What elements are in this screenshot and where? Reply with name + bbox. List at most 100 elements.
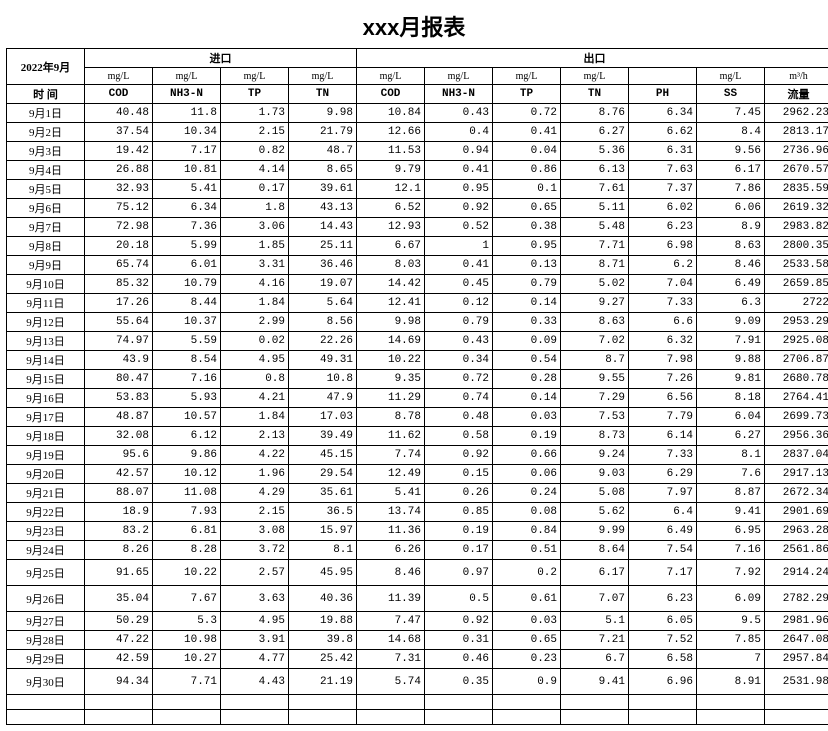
empty-row [7, 710, 828, 725]
value-cell: 2.15 [221, 503, 289, 522]
table-row: 9月25日91.6510.222.5745.958.460.970.26.177… [7, 560, 828, 586]
table-row: 9月10日85.3210.794.1619.0714.420.450.795.0… [7, 275, 828, 294]
unit-cell: mg/L [221, 68, 289, 85]
value-cell: 10.12 [153, 465, 221, 484]
value-cell: 4.95 [221, 612, 289, 631]
date-cell: 9月9日 [7, 256, 85, 275]
empty-cell [7, 695, 85, 710]
value-cell: 7.6 [697, 465, 765, 484]
value-cell: 8.63 [561, 313, 629, 332]
value-cell: 2699.73 [765, 408, 828, 427]
value-cell: 12.1 [357, 180, 425, 199]
value-cell: 6.49 [629, 522, 697, 541]
value-cell: 7.67 [153, 586, 221, 612]
value-cell: 37.54 [85, 123, 153, 142]
value-cell: 48.87 [85, 408, 153, 427]
table-row: 9月5日32.935.410.1739.6112.10.950.17.617.3… [7, 180, 828, 199]
value-cell: 0.82 [221, 142, 289, 161]
empty-cell [289, 710, 357, 725]
value-cell: 39.49 [289, 427, 357, 446]
date-cell: 9月30日 [7, 669, 85, 695]
value-cell: 2.15 [221, 123, 289, 142]
value-cell: 2670.57 [765, 161, 828, 180]
empty-cell [765, 695, 828, 710]
value-cell: 0.15 [425, 465, 493, 484]
value-cell: 8.1 [697, 446, 765, 465]
value-cell: 0.92 [425, 446, 493, 465]
value-cell: 7.61 [561, 180, 629, 199]
value-cell: 6.02 [629, 199, 697, 218]
value-cell: 0.86 [493, 161, 561, 180]
value-cell: 6.17 [697, 161, 765, 180]
value-cell: 6.58 [629, 650, 697, 669]
value-cell: 0.54 [493, 351, 561, 370]
value-cell: 2962.23 [765, 104, 828, 123]
date-cell: 9月18日 [7, 427, 85, 446]
value-cell: 17.03 [289, 408, 357, 427]
table-row: 9月18日32.086.122.1339.4911.620.580.198.73… [7, 427, 828, 446]
report-table: 2022年9月 进口 出口 mg/L mg/L mg/L mg/L mg/L m… [6, 48, 828, 725]
table-row: 9月29日42.5910.274.7725.427.310.460.236.76… [7, 650, 828, 669]
table-row: 9月12日55.6410.372.998.569.980.790.338.636… [7, 313, 828, 332]
empty-cell [425, 710, 493, 725]
value-cell: 4.16 [221, 275, 289, 294]
unit-cell: mg/L [289, 68, 357, 85]
value-cell: 6.01 [153, 256, 221, 275]
value-cell: 5.99 [153, 237, 221, 256]
value-cell: 3.91 [221, 631, 289, 650]
report-title: xxx月报表 [6, 6, 822, 48]
value-cell: 0.5 [425, 586, 493, 612]
empty-cell [561, 710, 629, 725]
value-cell: 91.65 [85, 560, 153, 586]
param-header: TP [493, 85, 561, 104]
value-cell: 0.03 [493, 408, 561, 427]
table-row: 9月8日20.185.991.8525.116.6710.957.716.988… [7, 237, 828, 256]
value-cell: 0.17 [425, 541, 493, 560]
value-cell: 4.22 [221, 446, 289, 465]
value-cell: 88.07 [85, 484, 153, 503]
value-cell: 0.19 [493, 427, 561, 446]
value-cell: 6.67 [357, 237, 425, 256]
value-cell: 5.41 [153, 180, 221, 199]
value-cell: 0.26 [425, 484, 493, 503]
table-row: 9月17日48.8710.571.8417.038.780.480.037.53… [7, 408, 828, 427]
value-cell: 0.65 [493, 631, 561, 650]
param-header: TN [289, 85, 357, 104]
date-cell: 9月28日 [7, 631, 85, 650]
value-cell: 5.62 [561, 503, 629, 522]
value-cell: 8.44 [153, 294, 221, 313]
date-cell: 9月6日 [7, 199, 85, 218]
value-cell: 7.45 [697, 104, 765, 123]
value-cell: 6.06 [697, 199, 765, 218]
value-cell: 8.65 [289, 161, 357, 180]
value-cell: 5.08 [561, 484, 629, 503]
date-cell: 9月23日 [7, 522, 85, 541]
table-row: 9月27日50.295.34.9519.887.470.920.035.16.0… [7, 612, 828, 631]
value-cell: 1 [425, 237, 493, 256]
empty-cell [357, 710, 425, 725]
value-cell: 2647.08 [765, 631, 828, 650]
value-cell: 0.8 [221, 370, 289, 389]
value-cell: 0.84 [493, 522, 561, 541]
value-cell: 8.9 [697, 218, 765, 237]
value-cell: 7.37 [629, 180, 697, 199]
value-cell: 39.61 [289, 180, 357, 199]
value-cell: 8.46 [697, 256, 765, 275]
param-header: PH [629, 85, 697, 104]
date-cell: 9月27日 [7, 612, 85, 631]
value-cell: 6.3 [697, 294, 765, 313]
value-cell: 14.42 [357, 275, 425, 294]
value-cell: 2659.85 [765, 275, 828, 294]
value-cell: 8.76 [561, 104, 629, 123]
value-cell: 8.03 [357, 256, 425, 275]
value-cell: 9.09 [697, 313, 765, 332]
value-cell: 7.92 [697, 560, 765, 586]
value-cell: 1.84 [221, 294, 289, 313]
value-cell: 32.93 [85, 180, 153, 199]
param-header: TN [561, 85, 629, 104]
table-row: 9月9日65.746.013.3136.468.030.410.138.716.… [7, 256, 828, 275]
value-cell: 45.95 [289, 560, 357, 586]
value-cell: 0.95 [493, 237, 561, 256]
value-cell: 5.59 [153, 332, 221, 351]
value-cell: 19.88 [289, 612, 357, 631]
